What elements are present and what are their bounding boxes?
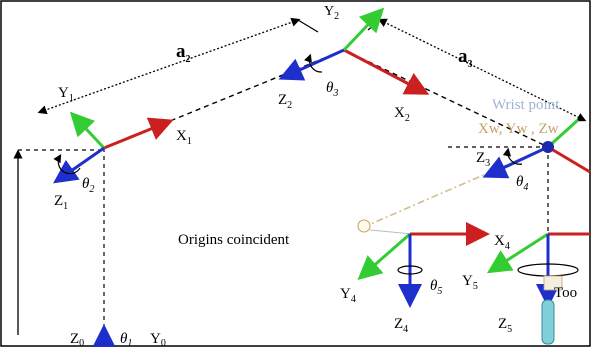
label-theta4: θ4 bbox=[516, 174, 528, 193]
tool-point-marker bbox=[543, 275, 563, 291]
label-a2: a2 bbox=[176, 41, 191, 65]
z1-axis-arrow bbox=[53, 146, 105, 184]
y3-axis-arrow bbox=[546, 118, 580, 149]
frame-4 bbox=[357, 222, 490, 308]
label-theta5: θ5 bbox=[430, 278, 442, 297]
x3-axis-arrow bbox=[547, 145, 591, 174]
label-z1: Z1 bbox=[54, 193, 68, 212]
label-y5: Y5 bbox=[462, 273, 478, 292]
label-wrist-coords: Xw, Yw , Zw bbox=[478, 121, 559, 137]
label-x4: X4 bbox=[494, 233, 510, 252]
label-z0: Z0 bbox=[70, 331, 84, 347]
tool-body bbox=[541, 299, 555, 345]
label-origins-coincident: Origins coincident bbox=[178, 232, 290, 248]
wrist-point-dot bbox=[542, 141, 554, 153]
theta2-rotation-arc bbox=[53, 153, 81, 175]
a3-dimension-arrow bbox=[377, 18, 587, 122]
coincident-pointer bbox=[369, 229, 413, 235]
label-z5: Z5 bbox=[498, 316, 512, 335]
frame-5 bbox=[486, 232, 590, 345]
label-x2: X2 bbox=[394, 105, 410, 124]
label-x1: X1 bbox=[176, 128, 192, 147]
y1-axis-arrow bbox=[69, 111, 106, 150]
label-tool: Too bbox=[554, 285, 577, 301]
label-z2: Z2 bbox=[278, 92, 292, 111]
a2-extension-line bbox=[297, 19, 319, 33]
frame-1 bbox=[53, 111, 174, 184]
label-theta2: θ2 bbox=[82, 176, 94, 195]
y2-axis-arrow bbox=[342, 7, 385, 52]
label-y2: Y2 bbox=[324, 4, 339, 22]
x1-axis-arrow bbox=[103, 117, 174, 150]
theta5-rotation-ring bbox=[397, 265, 423, 275]
y4-axis-arrow bbox=[357, 232, 411, 280]
coincident-origin-marker bbox=[357, 219, 371, 233]
label-z4: Z4 bbox=[394, 316, 408, 335]
label-a3: a3 bbox=[458, 46, 473, 70]
y5-axis-arrow bbox=[486, 232, 549, 274]
label-theta3: θ3 bbox=[326, 80, 338, 99]
theta4-rotation-arc bbox=[502, 147, 523, 165]
frame-3-wrist bbox=[482, 118, 591, 179]
label-theta1: θ1 bbox=[120, 331, 132, 347]
a2-dimension-arrow bbox=[37, 17, 301, 115]
label-y1: Y1 bbox=[58, 85, 74, 104]
label-y4: Y4 bbox=[340, 286, 356, 305]
label-wrist-point: Wrist point bbox=[492, 97, 560, 113]
label-z3: Z3 bbox=[476, 150, 490, 169]
x2-axis-arrow bbox=[343, 48, 430, 95]
z2-axis-arrow bbox=[278, 48, 345, 81]
label-y0: Y0 bbox=[150, 331, 166, 347]
theta3-rotation-arc bbox=[304, 53, 323, 73]
frame-2 bbox=[278, 7, 430, 95]
z3-axis-arrow bbox=[482, 145, 549, 179]
